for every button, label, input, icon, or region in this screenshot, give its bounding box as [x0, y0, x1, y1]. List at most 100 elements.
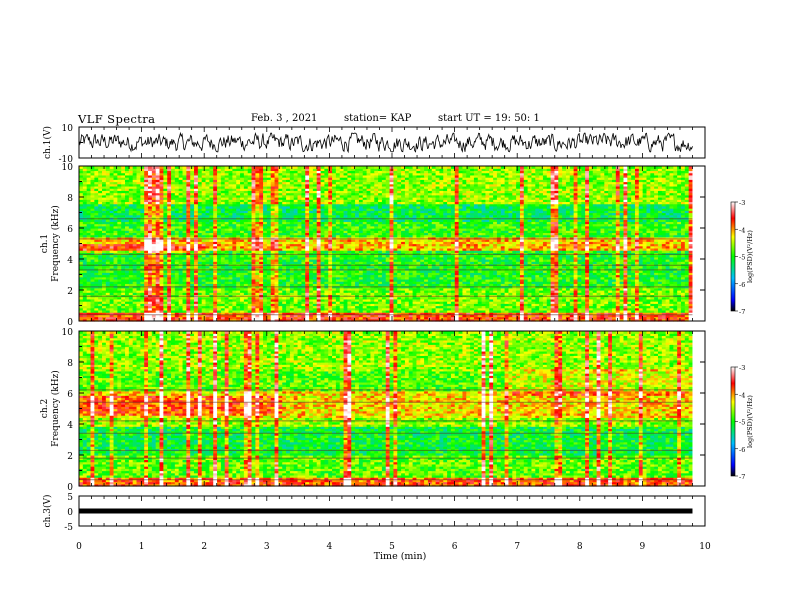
- ch1-spec-cell: [282, 283, 287, 287]
- ch1-spec-cell: [324, 309, 329, 313]
- ch1-spec-cell: [79, 267, 84, 271]
- ch1-spec-cell: [213, 278, 218, 282]
- ch1-spec-cell: [608, 272, 613, 276]
- ch1-spec-cell: [178, 298, 184, 302]
- ch1-spec-cell: [439, 303, 444, 307]
- ch1-spec-cell: [178, 309, 184, 313]
- ch1-spec-cell: [312, 290, 318, 293]
- ch1-spec-cell: [435, 278, 441, 282]
- ch1-spec-cell: [282, 309, 287, 313]
- ch1-spec-cell: [228, 292, 233, 296]
- ch1-spec-cell: [316, 287, 322, 291]
- ch1-spec-cell: [232, 301, 237, 304]
- ch1-spec-cell: [416, 283, 421, 287]
- ch1-spec-cell: [489, 305, 494, 309]
- ch1-spec-cell: [596, 298, 602, 302]
- ch1-spec-cell: [174, 290, 180, 293]
- ch1-spec-cell: [535, 318, 540, 322]
- ch1-spec-cell: [600, 276, 605, 280]
- ch1-spec-cell: [608, 312, 613, 315]
- ch1-spec-cell: [470, 296, 475, 300]
- ch1-spec-cell: [251, 314, 256, 318]
- ch1-spec-cell: [113, 316, 118, 320]
- ch1-spec-cell: [481, 296, 487, 300]
- ch1-spec-cell: [404, 290, 410, 293]
- ch1-spec-cell: [243, 276, 249, 280]
- ch1-spec-cell: [94, 281, 99, 284]
- ch1-spec-cell: [485, 267, 490, 271]
- ch1-spec-cell: [90, 301, 95, 304]
- ch1-spec-cell: [485, 312, 490, 315]
- ch1-spec-cell: [102, 274, 107, 278]
- ch1-spec-cell: [462, 316, 467, 320]
- ch1-spec-cell: [243, 296, 249, 300]
- ch1-spec-cell: [324, 274, 329, 278]
- ch1-spec-cell: [485, 272, 490, 276]
- ch1-spec-cell: [117, 270, 122, 273]
- ch1-spec-cell: [312, 314, 318, 318]
- ch1-spec-cell: [381, 292, 387, 296]
- ch1-spec-cell: [642, 272, 648, 276]
- ch1-spec-cell: [82, 274, 88, 278]
- ch1-spec-cell: [194, 274, 199, 278]
- ch1-spec-cell: [339, 278, 345, 282]
- ch1-spec-cell: [305, 272, 310, 276]
- ch1-spec-cell: [236, 272, 241, 276]
- ch1-spec-cell: [585, 303, 590, 307]
- ch1-spec-cell: [466, 296, 471, 300]
- ch1-spec-cell: [680, 309, 686, 313]
- ch1-spec-cell: [240, 309, 245, 313]
- ch1-spec-cell: [646, 290, 651, 293]
- ch1-spec-cell: [289, 267, 295, 271]
- ch1-spec-cell: [634, 296, 640, 300]
- ch1-spec-cell: [178, 272, 184, 276]
- ch1-spec-cell: [542, 301, 548, 304]
- ch1-spec-cell: [519, 312, 525, 315]
- ch1-spec-cell: [232, 290, 237, 293]
- ch1-spec-cell: [121, 274, 126, 278]
- ch1-spec-cell: [481, 314, 487, 318]
- ch1-spec-cell: [558, 283, 563, 287]
- ch1-spec-cell: [397, 276, 402, 280]
- ch1-spec-cell: [623, 301, 628, 304]
- ch1-spec-cell: [79, 309, 84, 313]
- ch1-spec-cell: [588, 276, 594, 280]
- ch1-spec-cell: [278, 296, 283, 300]
- ch1-spec-cell: [596, 274, 602, 278]
- ch1-spec-cell: [105, 307, 111, 311]
- ch1-spec-cell: [205, 270, 210, 273]
- ch1-spec-cell: [646, 309, 651, 313]
- ch1-spec-cell: [270, 316, 276, 320]
- ch1-spec-cell: [619, 318, 625, 322]
- ch1-spec-cell: [608, 292, 613, 296]
- ch1-spec-cell: [684, 292, 690, 296]
- ch1-spec-cell: [454, 278, 460, 282]
- ch1-spec-cell: [542, 276, 548, 280]
- ch1-spec-cell: [324, 281, 329, 284]
- ch1-spec-cell: [243, 314, 249, 318]
- ch1-spec-cell: [573, 298, 579, 302]
- ch1-spec-cell: [355, 318, 360, 322]
- ch1-spec-cell: [665, 309, 671, 313]
- ch1-spec-cell: [500, 283, 506, 287]
- ch1-spec-cell: [565, 270, 571, 273]
- ch1-spec-cell: [531, 272, 536, 276]
- ch1-spec-cell: [604, 298, 609, 302]
- ch1-spec-cell: [182, 312, 187, 315]
- ch1-spec-cell: [558, 318, 563, 322]
- ch1-spec-cell: [209, 301, 214, 304]
- ch1-spec-cell: [673, 292, 678, 296]
- ch1-spec-cell: [171, 305, 176, 309]
- ch1-spec-cell: [673, 290, 678, 293]
- ch1-spec-cell: [638, 270, 644, 273]
- ch1-spec-cell: [592, 312, 598, 315]
- ch1-spec-cell: [688, 276, 694, 280]
- ch1-spec-cell: [527, 298, 533, 302]
- ch1-spec-cell: [688, 312, 694, 315]
- ch1-spec-cell: [90, 314, 95, 318]
- ch1-spec-cell: [270, 307, 276, 311]
- ch1-spec-cell: [102, 283, 107, 287]
- ch1-spec-cell: [600, 274, 605, 278]
- ch1-spec-cell: [462, 278, 467, 282]
- ch1-spec-cell: [512, 283, 517, 287]
